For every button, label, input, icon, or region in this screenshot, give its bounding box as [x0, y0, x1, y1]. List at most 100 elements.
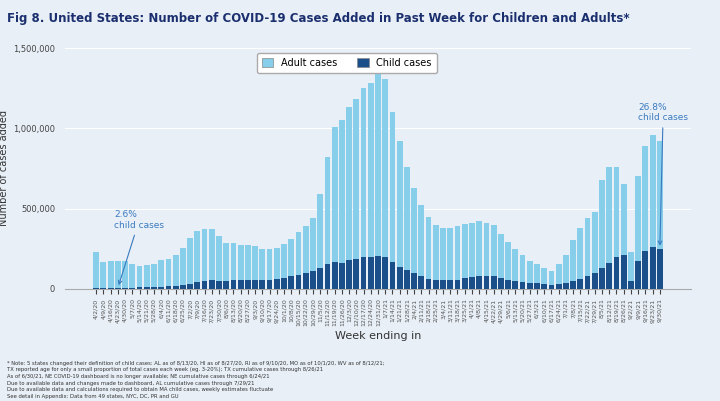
- Bar: [549, 285, 554, 289]
- Bar: [151, 287, 157, 289]
- Bar: [180, 285, 186, 289]
- Bar: [440, 228, 446, 289]
- Y-axis label: Number of cases added: Number of cases added: [0, 110, 9, 227]
- Bar: [318, 268, 323, 289]
- Text: * Note: 5 states changed their definition of child cases: AL as of 8/13/20, HI a: * Note: 5 states changed their definitio…: [7, 361, 462, 401]
- Bar: [534, 264, 540, 289]
- Bar: [585, 276, 590, 289]
- Bar: [223, 281, 229, 289]
- Bar: [556, 264, 562, 289]
- Bar: [642, 251, 648, 289]
- X-axis label: Week ending in: Week ending in: [335, 330, 421, 340]
- Bar: [332, 262, 338, 289]
- Bar: [635, 176, 641, 289]
- Bar: [332, 127, 338, 289]
- Bar: [187, 238, 193, 289]
- Bar: [520, 282, 526, 289]
- Bar: [346, 260, 352, 289]
- Bar: [563, 255, 569, 289]
- Bar: [642, 146, 648, 289]
- Bar: [289, 276, 294, 289]
- Bar: [310, 271, 316, 289]
- Bar: [325, 157, 330, 289]
- Legend: Adult cases, Child cases: Adult cases, Child cases: [257, 53, 436, 73]
- Bar: [151, 264, 157, 289]
- Bar: [657, 141, 662, 289]
- Bar: [556, 284, 562, 289]
- Bar: [440, 280, 446, 289]
- Bar: [628, 252, 634, 289]
- Bar: [621, 184, 626, 289]
- Bar: [180, 248, 186, 289]
- Bar: [375, 67, 381, 289]
- Bar: [144, 287, 150, 289]
- Bar: [296, 232, 302, 289]
- Bar: [592, 212, 598, 289]
- Bar: [426, 217, 431, 289]
- Bar: [404, 167, 410, 289]
- Bar: [505, 242, 511, 289]
- Bar: [310, 218, 316, 289]
- Bar: [527, 261, 533, 289]
- Bar: [411, 188, 417, 289]
- Bar: [354, 99, 359, 289]
- Bar: [418, 205, 424, 289]
- Bar: [266, 280, 272, 289]
- Bar: [230, 280, 236, 289]
- Bar: [303, 226, 309, 289]
- Bar: [577, 279, 583, 289]
- Bar: [498, 278, 504, 289]
- Text: 2.6%
child cases: 2.6% child cases: [114, 211, 164, 284]
- Bar: [599, 180, 605, 289]
- Bar: [318, 194, 323, 289]
- Bar: [570, 281, 576, 289]
- Bar: [101, 262, 107, 289]
- Bar: [144, 265, 150, 289]
- Bar: [325, 264, 330, 289]
- Bar: [101, 288, 107, 289]
- Bar: [361, 257, 366, 289]
- Bar: [505, 279, 511, 289]
- Bar: [108, 288, 114, 289]
- Bar: [173, 255, 179, 289]
- Bar: [462, 224, 467, 289]
- Bar: [454, 279, 460, 289]
- Bar: [397, 141, 402, 289]
- Bar: [411, 273, 417, 289]
- Bar: [404, 270, 410, 289]
- Bar: [491, 225, 497, 289]
- Bar: [245, 245, 251, 289]
- Bar: [122, 288, 128, 289]
- Bar: [289, 239, 294, 289]
- Bar: [354, 259, 359, 289]
- Bar: [339, 263, 345, 289]
- Bar: [115, 288, 121, 289]
- Bar: [209, 280, 215, 289]
- Bar: [282, 278, 287, 289]
- Bar: [296, 275, 302, 289]
- Bar: [94, 252, 99, 289]
- Bar: [491, 276, 497, 289]
- Bar: [534, 283, 540, 289]
- Bar: [115, 261, 121, 289]
- Bar: [187, 284, 193, 289]
- Bar: [613, 257, 619, 289]
- Bar: [245, 280, 251, 289]
- Bar: [382, 79, 388, 289]
- Bar: [137, 266, 143, 289]
- Bar: [397, 267, 402, 289]
- Bar: [520, 255, 526, 289]
- Bar: [563, 283, 569, 289]
- Bar: [477, 221, 482, 289]
- Bar: [585, 218, 590, 289]
- Bar: [382, 257, 388, 289]
- Bar: [462, 278, 467, 289]
- Bar: [158, 260, 164, 289]
- Bar: [266, 249, 272, 289]
- Bar: [216, 281, 222, 289]
- Bar: [426, 279, 431, 289]
- Bar: [303, 273, 309, 289]
- Bar: [649, 247, 655, 289]
- Bar: [606, 263, 612, 289]
- Bar: [158, 287, 164, 289]
